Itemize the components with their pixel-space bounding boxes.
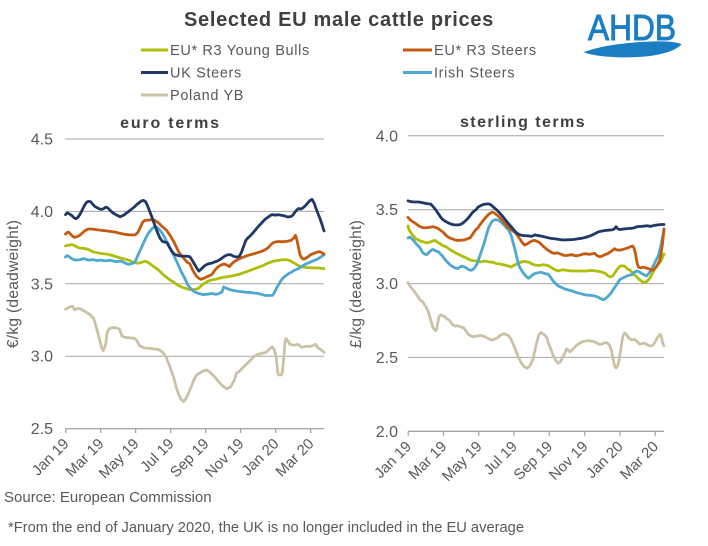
svg-text:EU* R3 Young Bulls: EU* R3 Young Bulls [170, 43, 310, 59]
svg-text:Nov 19: Nov 19 [202, 435, 248, 481]
svg-text:May 19: May 19 [439, 438, 486, 485]
svg-text:2.0: 2.0 [376, 424, 398, 441]
svg-text:EU* R3 Steers: EU* R3 Steers [434, 43, 537, 59]
svg-text:3.5: 3.5 [376, 202, 398, 219]
svg-text:3.0: 3.0 [31, 349, 53, 366]
svg-text:May 19: May 19 [96, 435, 143, 482]
svg-text:Irish Steers: Irish Steers [434, 66, 515, 82]
svg-text:Sep 19: Sep 19 [510, 438, 556, 484]
svg-text:Mar 20: Mar 20 [617, 438, 662, 483]
svg-text:4.0: 4.0 [31, 204, 53, 221]
svg-text:AHDB: AHDB [588, 7, 676, 48]
svg-text:Mar 20: Mar 20 [272, 435, 317, 480]
svg-text:UK Steers: UK Steers [170, 66, 242, 82]
svg-text:2.5: 2.5 [31, 421, 53, 438]
svg-text:3.5: 3.5 [31, 276, 53, 293]
svg-text:2.5: 2.5 [376, 350, 398, 367]
svg-text:sterling terms: sterling terms [460, 114, 586, 131]
svg-text:Nov 19: Nov 19 [546, 438, 592, 484]
svg-text:4.0: 4.0 [376, 128, 398, 145]
svg-text:4.5: 4.5 [31, 132, 53, 149]
svg-text:3.0: 3.0 [376, 276, 398, 293]
svg-text:Poland YB: Poland YB [170, 88, 244, 104]
svg-text:euro terms: euro terms [120, 115, 221, 132]
svg-text:£/kg (deadweight): £/kg (deadweight) [348, 220, 365, 348]
svg-text:€/kg (deadweight): €/kg (deadweight) [5, 220, 22, 348]
